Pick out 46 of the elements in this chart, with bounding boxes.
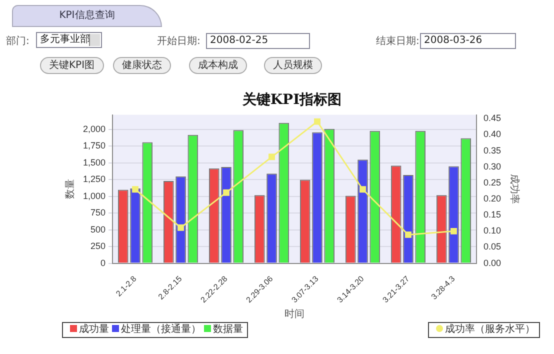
text: 部门: (6, 34, 30, 48)
legend-label: 成功量 (79, 324, 109, 335)
legend-label: 成功率（服务水平） (445, 324, 535, 335)
point (132, 186, 138, 193)
y-tick-label: 1,250 (82, 174, 106, 184)
point (223, 189, 230, 196)
text: 人员规模 (264, 57, 322, 74)
text: 2008-02-25 (206, 33, 310, 49)
text: 多元事业部 (36, 32, 102, 48)
point (178, 224, 184, 231)
y-tick-label: 1,750 (82, 140, 106, 151)
text: 结束日期: (376, 34, 420, 48)
y-tick-label: 2,000 (82, 124, 106, 134)
y2-tick-label: 0.45 (483, 113, 502, 124)
y2-axis-title: 成功率 (508, 174, 520, 204)
text: 开始日期: (157, 34, 200, 48)
text: KPI信息查询 (12, 5, 162, 27)
point (450, 228, 457, 234)
y2-tick-label: 0.30 (483, 161, 502, 172)
y-tick-label: 1,500 (82, 157, 106, 168)
legend-label: 处理量（接通量） (121, 324, 201, 335)
point (360, 186, 366, 193)
y2-tick-label: 0.20 (483, 194, 502, 204)
point (314, 118, 320, 125)
legend-label: 数据量 (213, 324, 243, 335)
y-tick-label: 750 (90, 208, 106, 218)
text: 2008-03-26 (420, 33, 516, 49)
chart-title: 关键KPI指标图 (241, 91, 342, 108)
y-tick-label: 0 (100, 258, 106, 268)
y2-tick-label: 0.40 (483, 129, 502, 140)
text: 健康状态 (113, 57, 171, 74)
x-axis-title: 时间 (284, 308, 305, 320)
y2-tick-label: 0.15 (483, 210, 502, 220)
y-tick-label: 250 (90, 241, 106, 252)
point (268, 154, 275, 160)
y-axis-title: 数量 (64, 179, 76, 200)
y2-tick-label: 0.05 (483, 242, 502, 252)
y-tick-label: 500 (90, 224, 106, 234)
text: 关键KPI图 (40, 57, 104, 74)
y2-tick-label: 0.00 (483, 258, 502, 268)
y-tick-label: 1,000 (82, 190, 106, 201)
point (405, 231, 412, 238)
y2-tick-label: 0.35 (483, 145, 502, 156)
y2-tick-label: 0.10 (483, 226, 502, 236)
text: 成本构成 (189, 57, 247, 74)
y2-tick-label: 0.25 (483, 177, 502, 188)
